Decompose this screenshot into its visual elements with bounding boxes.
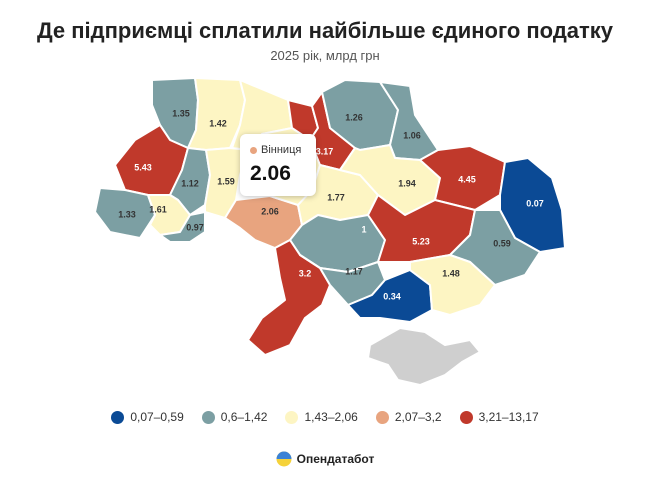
legend-item: 1,43–2,06 bbox=[285, 410, 358, 424]
label-luhansk: 0.07 bbox=[526, 198, 544, 208]
legend-label: 3,21–13,17 bbox=[478, 410, 539, 424]
label-donetsk: 0.59 bbox=[493, 238, 511, 248]
tooltip-region-label: Вінниця bbox=[261, 144, 302, 156]
region-zakarpattia[interactable] bbox=[94, 187, 156, 239]
label-kharkiv-east: 4.45 bbox=[458, 174, 476, 184]
tooltip-region-name: Вінниця bbox=[250, 144, 301, 156]
label-cherkasy: 1.77 bbox=[327, 192, 345, 202]
label-lviv: 5.43 bbox=[134, 162, 152, 172]
label-rivne: 1.42 bbox=[209, 118, 227, 128]
label-mykolaiv: 1.17 bbox=[345, 266, 363, 276]
legend-item: 0,07–0,59 bbox=[111, 410, 184, 424]
legend-swatch-icon bbox=[375, 410, 389, 424]
label-zakarpattia: 1.33 bbox=[118, 209, 136, 219]
label-dnipro: 5.23 bbox=[412, 236, 430, 246]
legend-label: 2,07–3,2 bbox=[394, 410, 442, 424]
label-odesa: 3.2 bbox=[299, 268, 312, 278]
map-title: Де підприємці сплатили найбільше єдиного… bbox=[36, 18, 614, 43]
legend-item: 0,6–1,42 bbox=[201, 410, 268, 424]
region-chernivtsi[interactable] bbox=[159, 211, 206, 243]
label-ternopil: 1.12 bbox=[181, 178, 199, 188]
label-poltava: 1.94 bbox=[398, 178, 416, 188]
opendatabot-logo-icon bbox=[276, 451, 292, 467]
legend-label: 0,07–0,59 bbox=[130, 410, 184, 424]
label-sumy: 1.26 bbox=[345, 112, 363, 122]
region-luhansk[interactable] bbox=[499, 157, 566, 253]
label-chernivtsi: 0.97 bbox=[186, 222, 204, 232]
legend-swatch-icon bbox=[111, 410, 125, 424]
label-kherson: 0.34 bbox=[383, 291, 401, 301]
tooltip-value: 2.06 bbox=[250, 162, 291, 185]
legend-item: 2,07–3,2 bbox=[375, 410, 442, 424]
map-subtitle: 2025 рік, млрд грн bbox=[270, 48, 380, 63]
label-kyiv-city: 13.17 bbox=[311, 146, 334, 156]
brand-name: Опендатабот bbox=[296, 452, 375, 466]
label-khmelnytskyi: 1.61 bbox=[149, 204, 167, 214]
legend-swatch-icon bbox=[285, 410, 299, 424]
label-volyn: 1.35 bbox=[172, 108, 190, 118]
legend-item: 3,21–13,17 bbox=[459, 410, 539, 424]
region-donetsk[interactable] bbox=[449, 209, 541, 286]
tooltip-dot-icon bbox=[250, 146, 257, 154]
region-crimea bbox=[367, 327, 481, 386]
brand: Опендатабот bbox=[0, 451, 650, 467]
legend-swatch-icon bbox=[459, 410, 473, 424]
label-kirovohrad: 1 bbox=[361, 224, 366, 234]
label-vinnytsia: 2.06 bbox=[261, 206, 279, 216]
label-kharkiv: 1.06 bbox=[403, 130, 421, 140]
label-zaporizhzhia: 1.48 bbox=[442, 268, 460, 278]
legend-label: 1,43–2,06 bbox=[304, 410, 358, 424]
legend-swatch-icon bbox=[201, 410, 215, 424]
legend: 0,07–0,59 0,6–1,42 1,43–2,06 2,07–3,2 3,… bbox=[0, 410, 650, 424]
legend-label: 0,6–1,42 bbox=[220, 410, 268, 424]
region-zaporizhzhia[interactable] bbox=[409, 254, 496, 316]
region-tooltip: Вінниця 2.06 bbox=[240, 134, 316, 196]
label-kyiv-oblast: 1.59 bbox=[217, 176, 235, 186]
